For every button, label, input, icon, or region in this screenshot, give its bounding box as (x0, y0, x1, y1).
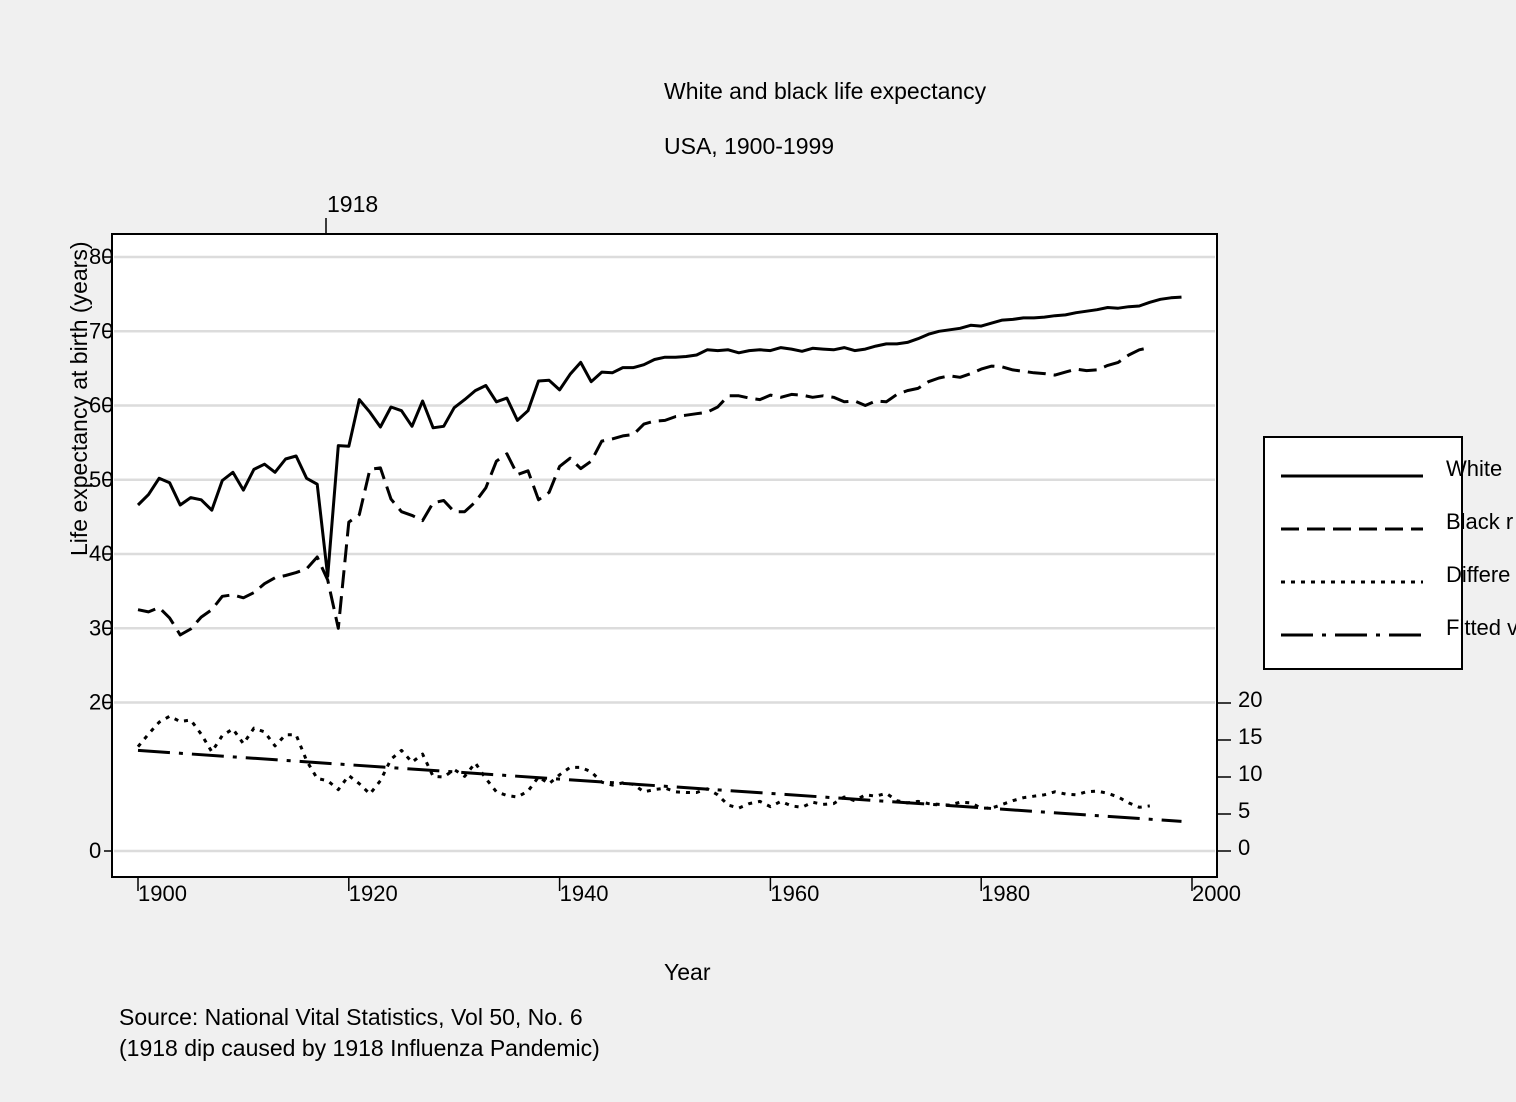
x-tick-label: 1960 (770, 881, 819, 906)
x-axis-ticks: 1900 1920 1940 1960 1980 2000 (137, 877, 1241, 906)
y-right-tick-label: 20 (1238, 687, 1262, 712)
y-left-tick-label: 80 (89, 244, 113, 269)
x-tick-label: 1920 (349, 881, 398, 906)
x-tick-label: 1900 (138, 881, 187, 906)
x-tick-label: 1980 (981, 881, 1030, 906)
series-line-2 (137, 346, 1151, 637)
y-right-tick-label: 15 (1238, 724, 1262, 749)
x-tick-label: 2000 (1192, 881, 1241, 906)
y-axis-right-ticks: 0 5 10 15 20 (1217, 687, 1262, 860)
legend-label-2: Black r (1446, 509, 1513, 534)
plot-area (111, 233, 1218, 878)
chart-title: White and black life expectancy (664, 78, 987, 104)
legend-label-1: White (1446, 456, 1502, 481)
grid-lines (114, 255, 1215, 853)
y-axis-left-ticks: 0 20 30 40 50 60 70 80 (89, 244, 113, 863)
source-note: Source: National Vital Statistics, Vol 5… (119, 1004, 583, 1030)
chart-subtitle: USA, 1900-1999 (664, 133, 834, 159)
y-right-tick-label: 0 (1238, 835, 1250, 860)
x-tick-label: 1940 (560, 881, 609, 906)
series-lines (136, 295, 1182, 823)
y-right-tick-label: 5 (1238, 798, 1250, 823)
y-left-tick-label: 70 (89, 318, 113, 343)
y-left-tick-label: 30 (89, 615, 113, 640)
y-right-tick-label: 10 (1238, 761, 1262, 786)
y-left-tick-label: 50 (89, 467, 113, 492)
x-axis-label: Year (664, 959, 711, 985)
legend: White Black r Differe Fitted v (1263, 436, 1516, 670)
top-marker-label: 1918 (327, 191, 378, 217)
y-axis-label: Life expectancy at birth (years) (66, 242, 92, 556)
legend-label-3: Differe (1446, 562, 1510, 587)
y-left-tick-label: 60 (89, 393, 113, 418)
pandemic-note: (1918 dip caused by 1918 Influenza Pande… (119, 1035, 600, 1061)
y-left-tick-label: 0 (89, 838, 101, 863)
top-marker: 1918 (325, 191, 378, 233)
series-line-4 (137, 748, 1182, 823)
legend-label-4: Fitted v (1446, 615, 1516, 640)
y-left-tick-label: 20 (89, 690, 113, 715)
series-line-1 (136, 295, 1182, 578)
y-left-tick-label: 40 (89, 541, 113, 566)
